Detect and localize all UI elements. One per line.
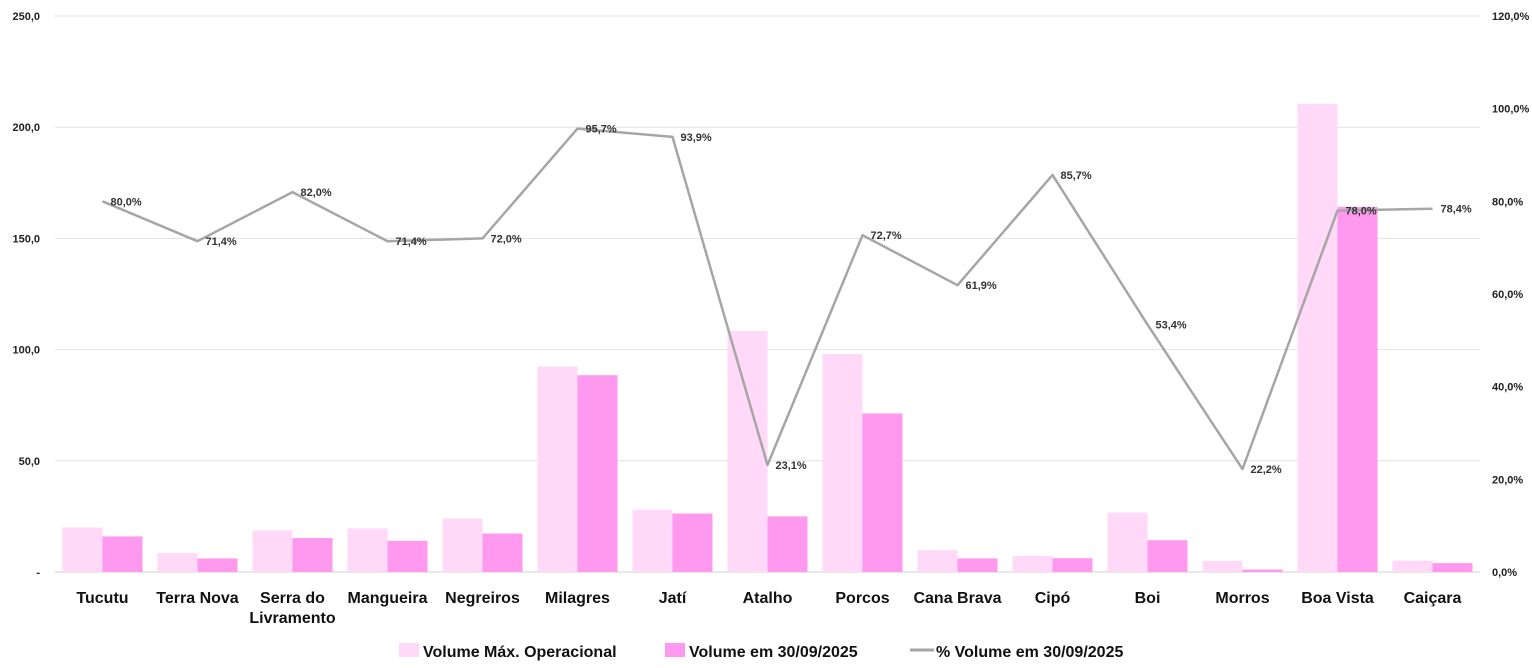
legend: Volume Máx. Operacional Volume em 30/09/… bbox=[399, 643, 1123, 661]
data-label-percent-porcos: 72,7% bbox=[871, 230, 902, 242]
bar-volume-serra-do-livramento bbox=[292, 537, 333, 572]
category-label-cipo: Cipó bbox=[1035, 590, 1071, 607]
left-axis-tick-label: 250,0 bbox=[12, 11, 40, 23]
data-label-percent-atalho: 23,1% bbox=[776, 460, 807, 472]
right-axis-tick-label: 20,0% bbox=[1492, 474, 1523, 486]
right-axis-tick-label: 0,0% bbox=[1492, 567, 1517, 579]
data-label-percent-cipo: 85,7% bbox=[1061, 170, 1092, 182]
bar-volume-mangueira bbox=[387, 540, 428, 572]
bar-max-volume-serra-do-livramento bbox=[252, 530, 293, 572]
bar-volume-tucutu bbox=[102, 536, 143, 572]
category-label-mangueira: Mangueira bbox=[347, 590, 427, 607]
data-label-percent-negreiros: 72,0% bbox=[491, 233, 522, 245]
bar-volume-boa-vista bbox=[1337, 206, 1378, 572]
bar-max-volume-atalho bbox=[727, 330, 768, 572]
data-label-percent-boa-vista: 78,0% bbox=[1346, 206, 1377, 218]
bar-max-volume-jati bbox=[632, 509, 673, 572]
bar-volume-cipo bbox=[1052, 558, 1093, 572]
category-label-milagres: Milagres bbox=[545, 590, 610, 607]
bar-volume-boi bbox=[1147, 540, 1188, 572]
bar-max-volume-terra-nova bbox=[157, 553, 198, 572]
category-label-atalho: Atalho bbox=[743, 590, 793, 607]
line-series: 80,0% 71,4% 82,0% 71,4% 72,0% 95,7% 93,9% 23,1%… bbox=[102, 124, 1472, 476]
category-label-boi: Boi bbox=[1135, 590, 1161, 607]
legend-label-max-volume: Volume Máx. Operacional bbox=[423, 644, 617, 661]
bar-max-volume-porcos bbox=[822, 354, 863, 572]
right-axis-tick-label: 40,0% bbox=[1492, 382, 1523, 394]
bar-max-volume-negreiros bbox=[442, 518, 483, 572]
bar-volume-negreiros bbox=[482, 533, 523, 572]
category-label-jati: Jatí bbox=[659, 590, 687, 607]
data-label-percent-terra-nova: 71,4% bbox=[206, 236, 237, 248]
left-axis-tick-label: 200,0 bbox=[12, 122, 40, 134]
legend-swatch-volume bbox=[665, 643, 685, 657]
data-label-percent-mangueira: 71,4% bbox=[396, 236, 427, 248]
data-label-percent-milagres: 95,7% bbox=[586, 124, 617, 136]
bar-max-volume-tucutu bbox=[62, 527, 103, 572]
data-label-percent-morros: 22,2% bbox=[1251, 464, 1282, 476]
right-axis-tick-label: 100,0% bbox=[1492, 104, 1530, 116]
category-labels: Tucutu Terra Nova Serra do Livramento Mangue… bbox=[76, 590, 1461, 627]
category-label-terra-nova: Terra Nova bbox=[156, 590, 239, 607]
bar-volume-cana-brava bbox=[957, 558, 998, 572]
bar-volume-milagres bbox=[577, 375, 618, 572]
category-label-negreiros: Negreiros bbox=[445, 590, 520, 607]
percent-volume-line bbox=[102, 127, 1433, 471]
left-axis-tick-labels: - 50,0 100,0 150,0 200,0 250,0 bbox=[12, 11, 40, 579]
bar-max-volume-cipo bbox=[1012, 555, 1053, 572]
right-axis-tick-label: 60,0% bbox=[1492, 289, 1523, 301]
bar-max-volume-milagres bbox=[537, 366, 578, 572]
legend-label-percent: % Volume em 30/09/2025 bbox=[936, 644, 1123, 661]
legend-label-volume: Volume em 30/09/2025 bbox=[689, 644, 858, 661]
left-axis-tick-label: 100,0 bbox=[12, 345, 40, 357]
bar-max-volume-mangueira bbox=[347, 528, 388, 572]
left-axis-tick-label: 50,0 bbox=[19, 456, 40, 468]
data-label-percent-boi: 53,4% bbox=[1156, 320, 1187, 332]
category-label-porcos: Porcos bbox=[835, 590, 889, 607]
bar-volume-morros bbox=[1242, 569, 1283, 572]
bar-max-volume-boi bbox=[1107, 512, 1148, 572]
category-label-serra-do-livramento: Serra do Livramento bbox=[249, 590, 335, 627]
data-label-percent-cana-brava: 61,9% bbox=[966, 280, 997, 292]
bar-volume-jati bbox=[672, 513, 713, 572]
bar-max-volume-morros bbox=[1202, 560, 1243, 572]
bar-volume-porcos bbox=[862, 413, 903, 572]
category-label-tucutu: Tucutu bbox=[76, 590, 128, 607]
category-label-morros: Morros bbox=[1215, 590, 1269, 607]
bar-max-volume-boa-vista bbox=[1297, 103, 1338, 573]
legend-swatch-max-volume bbox=[399, 643, 419, 657]
bar-series bbox=[62, 103, 1473, 573]
bar-max-volume-caicara bbox=[1392, 560, 1433, 572]
data-label-percent-jati: 93,9% bbox=[681, 132, 712, 144]
right-axis-tick-label: 120,0% bbox=[1492, 11, 1530, 23]
bar-max-volume-cana-brava bbox=[917, 550, 958, 572]
bar-volume-caicara bbox=[1432, 563, 1473, 572]
left-axis-tick-label: 150,0 bbox=[12, 233, 40, 245]
right-axis-tick-labels: 0,0% 20,0% 40,0% 60,0% 80,0% 100,0% 120,0% bbox=[1492, 11, 1530, 579]
data-label-percent-serra-do-livramento: 82,0% bbox=[301, 187, 332, 199]
bar-volume-atalho bbox=[767, 516, 808, 572]
bar-volume-terra-nova bbox=[197, 558, 238, 572]
category-label-cana-brava: Cana Brava bbox=[913, 590, 1001, 607]
category-label-caicara: Caiçara bbox=[1404, 590, 1462, 607]
data-label-percent-tucutu: 80,0% bbox=[111, 196, 142, 208]
category-label-boa-vista: Boa Vista bbox=[1301, 590, 1374, 607]
left-axis-tick-label: - bbox=[36, 567, 40, 579]
data-label-percent-caicara: 78,4% bbox=[1441, 204, 1472, 216]
right-axis-tick-label: 80,0% bbox=[1492, 196, 1523, 208]
